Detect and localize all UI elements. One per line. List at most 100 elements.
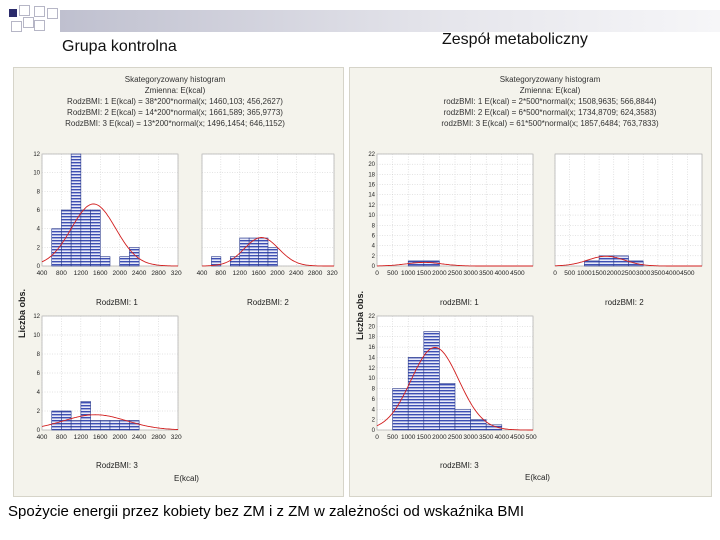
x-tick-label: 2000 xyxy=(270,270,285,277)
x-tick-label: 3500 xyxy=(479,270,494,277)
left-sub-label-2: RodzBMI: 2 xyxy=(247,298,289,307)
y-tick-label: 22 xyxy=(368,314,375,320)
y-tick-label: 4 xyxy=(372,407,376,413)
x-tick-label: 2400 xyxy=(132,434,147,441)
x-tick-label: 3000 xyxy=(463,434,478,441)
y-tick-label: 8 xyxy=(372,387,376,393)
y-tick-label: 0 xyxy=(37,264,41,270)
x-tick-label: 2400 xyxy=(289,270,304,277)
y-tick-label: 22 xyxy=(368,152,375,158)
histogram-bar xyxy=(211,256,222,267)
x-tick-label: 2800 xyxy=(308,270,323,277)
x-tick-label: 500 xyxy=(387,434,398,441)
x-tick-label: 1200 xyxy=(232,270,247,277)
y-tick-label: 18 xyxy=(368,335,375,341)
x-tick-label: 4500 xyxy=(510,270,525,277)
normal-curve xyxy=(555,255,702,267)
histogram-bar xyxy=(598,255,615,267)
y-tick-label: 10 xyxy=(33,333,40,339)
right-sub-label-3: rodzBMI: 3 xyxy=(440,461,479,470)
x-tick-label: 2000 xyxy=(112,270,127,277)
x-tick-label: 1200 xyxy=(74,270,89,277)
x-tick-label: 2000 xyxy=(432,434,447,441)
histogram-bar xyxy=(407,357,425,431)
x-tick-label: 4500 xyxy=(680,270,695,277)
histogram-right-bmi2: 0 500 1000 1500 2000 2500 3000 3500 4000 4500 xyxy=(553,153,703,277)
y-tick-label: 6 xyxy=(372,233,376,239)
x-tick-label: 1600 xyxy=(93,270,108,277)
normal-curve xyxy=(376,347,533,431)
y-tick-label: 10 xyxy=(33,171,40,177)
left-sub-label-1: RodzBMI: 1 xyxy=(96,298,138,307)
right-title-line: Zmienna: E(kcal) xyxy=(519,86,581,95)
y-tick-label: 12 xyxy=(33,152,40,158)
x-tick-label: 1500 xyxy=(417,270,432,277)
normal-curve xyxy=(41,414,178,430)
histogram-bar xyxy=(439,383,456,431)
histogram-bar xyxy=(70,153,82,267)
x-tick-label: 400 xyxy=(197,270,208,277)
x-tick-label: 3500 xyxy=(479,434,494,441)
histogram-bar xyxy=(584,260,600,267)
y-tick-label: 0 xyxy=(37,428,41,434)
y-tick-label: 14 xyxy=(368,355,375,361)
left-sub-label-3: RodzBMI: 3 xyxy=(96,461,138,470)
histogram-bar xyxy=(119,420,130,431)
x-tick-label: 4000 xyxy=(495,270,510,277)
slide-caption: Spożycie energii przez kobiety bez ZM i … xyxy=(8,503,525,520)
right-chart-title: Skategoryzowany histogram Zmienna: E(kca… xyxy=(415,74,685,129)
histogram-bar xyxy=(70,420,82,431)
x-tick-label: 800 xyxy=(56,270,67,277)
x-tick-label: 2000 xyxy=(607,270,622,277)
x-tick-label: 0 xyxy=(375,270,379,277)
x-tick-label: 4500 xyxy=(510,434,525,441)
x-tick-label: 4000 xyxy=(665,270,680,277)
histogram-bar xyxy=(454,408,471,431)
right-x-axis-label: E(kcal) xyxy=(525,473,550,482)
histogram-bar xyxy=(129,420,140,431)
y-tick-label: 10 xyxy=(368,376,375,382)
y-tick-label: 8 xyxy=(37,352,41,358)
left-y-axis-label: Liczba obs. xyxy=(17,288,27,338)
left-title-line: RodzBMI: 2 E(kcal) = 14*200*normal(x; 16… xyxy=(67,108,283,117)
histogram-bar xyxy=(267,247,278,267)
right-title-line: rodzBMI: 1 E(kcal) = 2*500*normal(x; 150… xyxy=(443,97,657,106)
left-x-axis-label: E(kcal) xyxy=(174,474,199,483)
right-title-line: rodzBMI: 2 E(kcal) = 6*500*normal(x; 173… xyxy=(443,108,657,117)
x-tick-label: 3500 xyxy=(651,270,666,277)
y-tick-label: 0 xyxy=(372,428,376,434)
histogram-bar xyxy=(90,209,101,267)
right-sub-label-2: rodzBMI: 2 xyxy=(605,298,644,307)
x-tick-label: 2500 xyxy=(621,270,636,277)
x-tick-label: 400 xyxy=(37,434,48,441)
x-tick-label: 3000 xyxy=(463,270,478,277)
x-tick-label: 3000 xyxy=(636,270,651,277)
y-tick-label: 12 xyxy=(33,314,40,320)
x-tick-label: 800 xyxy=(56,434,67,441)
y-tick-label: 2 xyxy=(372,254,376,260)
y-tick-label: 6 xyxy=(37,208,41,214)
header-right: Zespół metaboliczny xyxy=(442,31,588,48)
y-tick-label: 4 xyxy=(372,244,376,250)
right-title-line: Skategoryzowany histogram xyxy=(499,75,601,84)
y-tick-label: 14 xyxy=(368,193,375,199)
x-tick-label: 1000 xyxy=(401,434,416,441)
histogram-bar xyxy=(423,331,440,431)
y-tick-label: 4 xyxy=(37,227,41,233)
y-tick-label: 20 xyxy=(368,162,375,168)
x-tick-label: 800 xyxy=(215,270,226,277)
histogram-bar xyxy=(99,420,111,431)
x-tick-label: 0 xyxy=(553,270,557,277)
y-tick-label: 2 xyxy=(372,418,376,424)
y-tick-label: 4 xyxy=(37,390,41,396)
histogram-right-bmi3: 0 500 1000 1500 2000 2500 3000 3500 4000 4500 500 0… xyxy=(368,314,537,441)
histogram-bar xyxy=(485,424,503,431)
x-tick-label: 2800 xyxy=(151,270,166,277)
histogram-bar xyxy=(109,420,121,431)
normal-curve xyxy=(41,203,179,267)
histogram-bar xyxy=(99,256,111,267)
histogram-bar xyxy=(80,209,91,267)
